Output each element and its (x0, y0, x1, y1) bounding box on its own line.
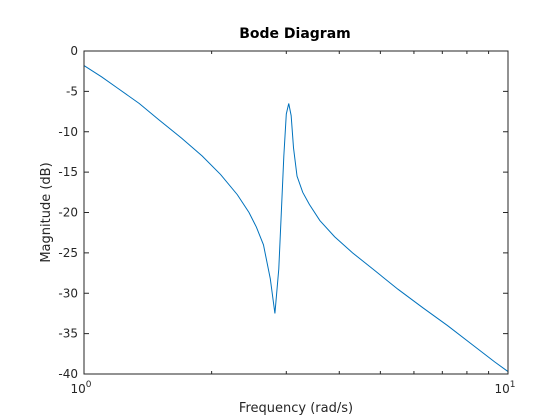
plot-area (84, 51, 508, 374)
y-tick-label: -5 (66, 84, 78, 98)
x-axis-label: Frequency (rad/s) (239, 401, 353, 416)
y-tick-label: -20 (58, 206, 78, 220)
y-tick-label: -15 (58, 165, 78, 179)
axes-box (83, 50, 509, 375)
y-tick-label: -35 (58, 327, 78, 341)
x-tick-label: 101 (494, 380, 515, 396)
y-tick-label: -25 (58, 246, 78, 260)
magnitude-line (83, 65, 509, 372)
x-tick-label: 100 (70, 380, 91, 396)
chart-title: Bode Diagram (239, 26, 351, 42)
y-tick-label: 0 (70, 44, 78, 58)
y-tick-label: -40 (58, 367, 78, 381)
y-tick-label: -10 (58, 125, 78, 139)
y-axis-ticks: 0 -5 -10 -15 -20 -25 -30 -35 -40 (58, 44, 508, 381)
x-axis-ticks: 100 101 (70, 51, 516, 396)
y-axis-label: Magnitude (dB) (39, 162, 54, 262)
y-tick-label: -30 (58, 286, 78, 300)
